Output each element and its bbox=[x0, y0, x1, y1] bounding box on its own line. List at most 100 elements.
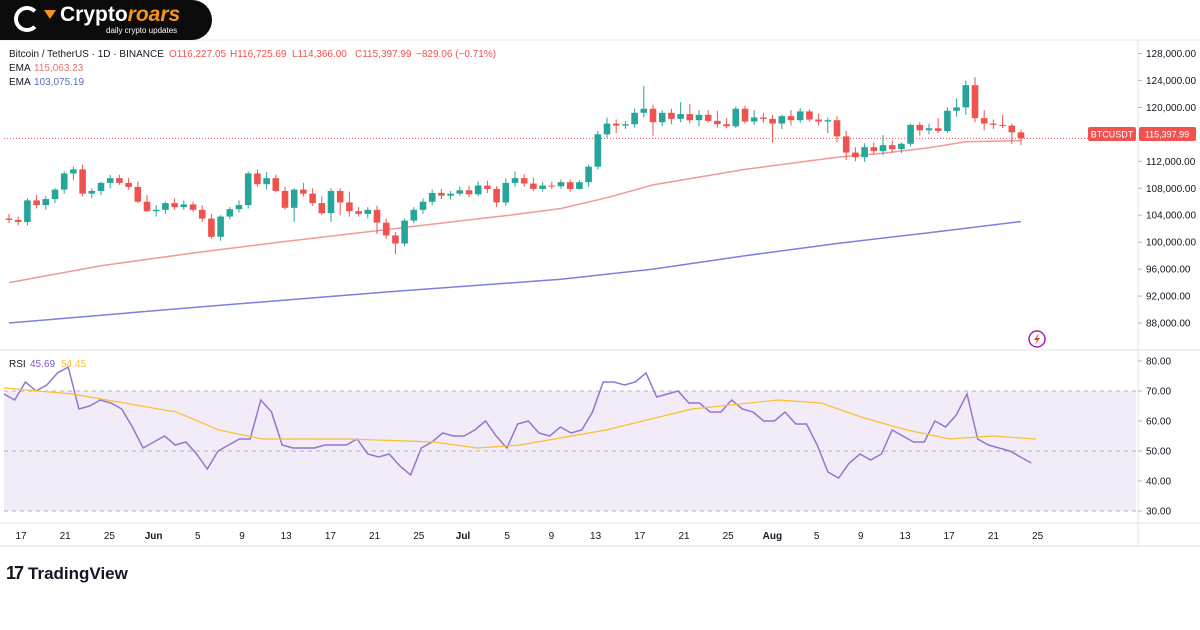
candle-body bbox=[24, 200, 31, 222]
candle-body bbox=[300, 189, 307, 194]
candle-body bbox=[1017, 132, 1025, 139]
x-tick-label: 17 bbox=[325, 531, 337, 542]
x-tick-label: 21 bbox=[369, 531, 381, 542]
candle-body bbox=[980, 118, 988, 124]
candle-body bbox=[695, 114, 703, 121]
candle-body bbox=[796, 111, 804, 121]
y-tick-label: 120,000.00 bbox=[1146, 103, 1196, 114]
candle-body bbox=[428, 192, 436, 202]
candle-body bbox=[364, 209, 372, 214]
candle-body bbox=[603, 123, 611, 135]
x-tick-label: 25 bbox=[413, 531, 425, 542]
rsi-band bbox=[4, 391, 1136, 511]
candle-body bbox=[70, 169, 77, 174]
x-tick-label: 17 bbox=[15, 531, 27, 542]
candles[interactable] bbox=[5, 77, 1025, 255]
ema-lines bbox=[8, 139, 1022, 324]
x-tick-label: 9 bbox=[858, 531, 864, 542]
x-tick-label: 25 bbox=[104, 531, 116, 542]
x-tick-label: Jul bbox=[456, 531, 471, 542]
ema1-label: EMA bbox=[9, 63, 31, 74]
x-tick-label: Aug bbox=[763, 531, 782, 542]
brand-accent: roars bbox=[127, 3, 181, 26]
candle-body bbox=[346, 202, 353, 212]
tradingview-logo[interactable]: 17 TradingView bbox=[6, 563, 128, 584]
x-tick-label: 5 bbox=[504, 531, 510, 542]
candle-body bbox=[106, 178, 114, 183]
candle-body bbox=[769, 118, 776, 124]
candle-body bbox=[741, 108, 749, 122]
price-tag bbox=[1139, 127, 1196, 141]
legend-title: Bitcoin / TetherUS · 1D · BINANCE bbox=[9, 49, 164, 60]
candle-body bbox=[456, 190, 464, 194]
candle-body bbox=[88, 190, 96, 194]
candle-body bbox=[833, 120, 841, 137]
candle-body bbox=[180, 204, 188, 208]
rsi-pane[interactable] bbox=[3, 365, 1136, 512]
y-tick-label: 108,000.00 bbox=[1146, 184, 1196, 195]
y-tick-label: 100,000.00 bbox=[1146, 238, 1196, 249]
legend-open: O116,227.05 bbox=[169, 49, 227, 60]
candle-body bbox=[51, 189, 59, 200]
candle-body bbox=[750, 117, 758, 122]
candle-body bbox=[134, 186, 142, 202]
candle-body bbox=[474, 185, 482, 195]
candle-body bbox=[548, 185, 556, 187]
y-tick-label: 88,000.00 bbox=[1146, 319, 1191, 330]
candle-body bbox=[392, 235, 399, 244]
ema-fast-line bbox=[8, 139, 1022, 284]
candle-body bbox=[842, 136, 850, 153]
legend-low: L114,366.00 bbox=[292, 49, 347, 60]
candle-body bbox=[640, 108, 648, 113]
candle-body bbox=[806, 111, 813, 120]
candle-body bbox=[714, 120, 721, 125]
candle-body bbox=[760, 117, 767, 119]
candle-body bbox=[447, 193, 454, 196]
candle-body bbox=[336, 190, 344, 203]
candle-body bbox=[484, 185, 491, 189]
candle-body bbox=[668, 112, 675, 119]
candle-body bbox=[309, 193, 316, 204]
candle-body bbox=[530, 183, 537, 189]
candle-body bbox=[401, 220, 408, 244]
candle-body bbox=[162, 203, 169, 210]
x-tick-label: Jun bbox=[145, 531, 163, 542]
x-tick-label: 13 bbox=[899, 531, 911, 542]
candle-body bbox=[612, 123, 620, 126]
candle-body bbox=[97, 182, 105, 191]
x-tick-label: 25 bbox=[723, 531, 735, 542]
candle-body bbox=[520, 178, 528, 184]
rsi-tick-label: 60.00 bbox=[1146, 417, 1171, 428]
y-tick-label: 124,000.00 bbox=[1146, 76, 1196, 87]
cryptoroars-logo[interactable]: Cryptoroars daily crypto updates bbox=[0, 0, 212, 40]
rsi-tick-label: 70.00 bbox=[1146, 387, 1171, 398]
candle-body bbox=[373, 209, 381, 223]
candle-body bbox=[723, 124, 730, 127]
candle-body bbox=[649, 108, 657, 123]
logo-arrow-icon bbox=[44, 10, 56, 19]
x-tick-label: 5 bbox=[814, 531, 820, 542]
x-tick-label: 5 bbox=[195, 531, 201, 542]
lightning-icon[interactable] bbox=[1028, 330, 1046, 348]
ema-slow-line bbox=[8, 220, 1022, 324]
tradingview-label: TradingView bbox=[28, 563, 128, 583]
candle-body bbox=[631, 112, 638, 125]
candle-body bbox=[208, 218, 215, 237]
candle-body bbox=[898, 143, 905, 150]
candle-body bbox=[14, 219, 22, 222]
candle-body bbox=[594, 134, 602, 167]
candle-body bbox=[502, 182, 510, 203]
legend-close: C115,397.99 bbox=[355, 49, 412, 60]
ema1-value: 115,063.23 bbox=[34, 63, 84, 74]
candle-body bbox=[235, 205, 243, 210]
candle-body bbox=[585, 166, 592, 183]
legend-change: −829.06 (−0.71%) bbox=[416, 49, 496, 60]
candle-body bbox=[990, 123, 997, 125]
tradingview-mark-icon: 17 bbox=[6, 563, 24, 583]
rsi-tick-label: 80.00 bbox=[1146, 357, 1171, 368]
candle-body bbox=[125, 182, 132, 187]
rsi-tick-label: 50.00 bbox=[1146, 447, 1171, 458]
candle-body bbox=[189, 204, 197, 210]
candle-body bbox=[557, 182, 565, 187]
